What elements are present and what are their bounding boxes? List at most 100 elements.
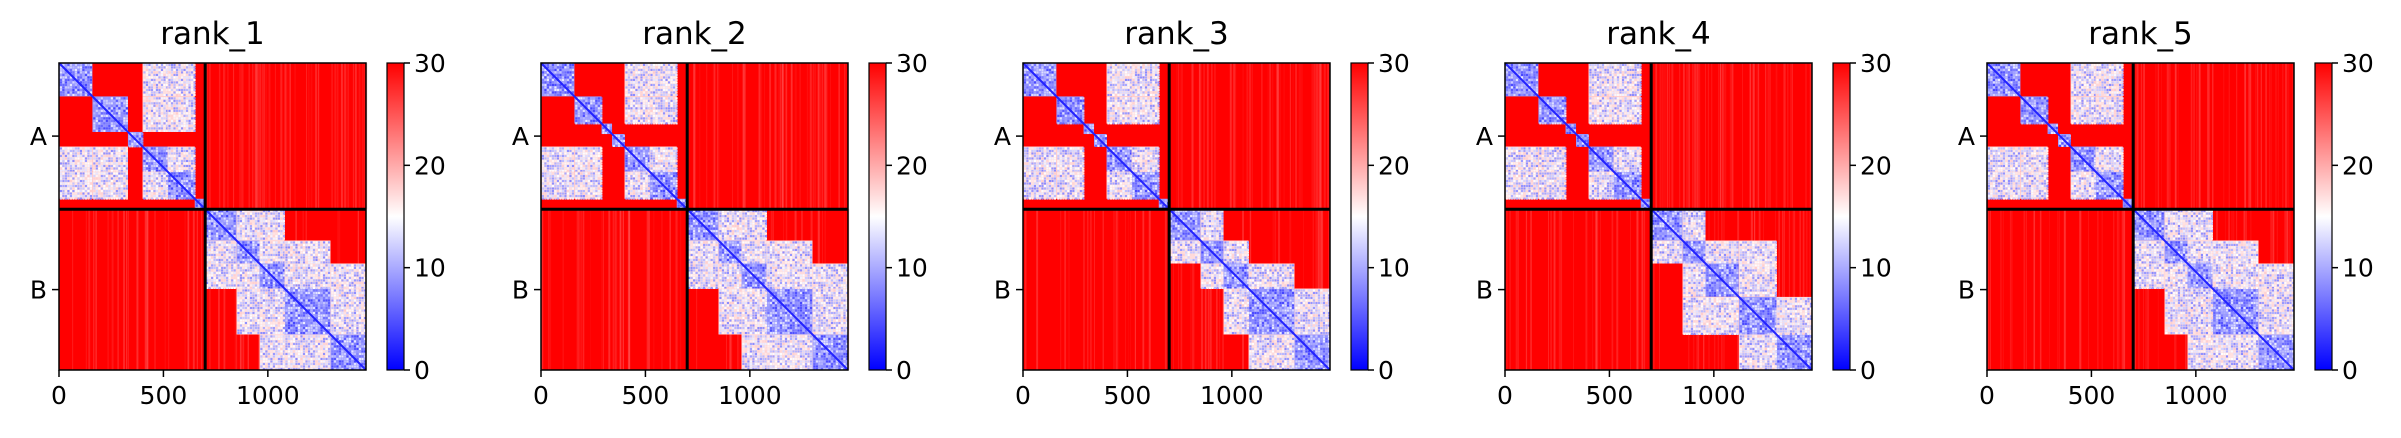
heatmap-cell bbox=[75, 162, 77, 164]
heatmap-cell bbox=[263, 213, 265, 215]
heatmap-cell bbox=[275, 249, 277, 251]
heatmap-cell bbox=[265, 289, 267, 291]
heatmap-cell bbox=[283, 238, 285, 240]
heatmap-cell bbox=[226, 218, 228, 220]
heatmap-cell bbox=[60, 190, 62, 192]
heatmap-cell bbox=[96, 105, 98, 107]
heatmap-cell bbox=[325, 340, 327, 342]
heatmap-cell bbox=[278, 335, 280, 337]
heatmap-cell bbox=[226, 220, 228, 222]
heatmap-cell bbox=[290, 360, 292, 362]
heatmap-texture bbox=[294, 63, 296, 209]
heatmap-cell bbox=[290, 304, 292, 306]
heatmap-cell bbox=[146, 89, 148, 91]
heatmap-cell bbox=[161, 197, 163, 199]
heatmap-cell bbox=[98, 192, 100, 194]
heatmap-cell bbox=[313, 322, 315, 324]
heatmap-cell bbox=[106, 197, 108, 199]
heatmap-cell bbox=[111, 195, 113, 197]
heatmap-cell bbox=[151, 110, 153, 112]
heatmap-cell bbox=[275, 309, 277, 311]
heatmap-cell bbox=[113, 172, 115, 174]
heatmap-cell bbox=[209, 259, 211, 261]
heatmap-cell bbox=[280, 259, 282, 261]
heatmap-cell bbox=[118, 147, 120, 149]
heatmap-cell bbox=[265, 264, 267, 266]
heatmap-cell bbox=[87, 147, 89, 149]
heatmap-cell bbox=[148, 64, 150, 66]
heatmap-cell bbox=[346, 314, 348, 316]
heatmap-cell bbox=[334, 329, 336, 331]
heatmap-cell bbox=[75, 155, 77, 157]
heatmap-cell bbox=[219, 233, 221, 235]
heatmap-cell bbox=[153, 86, 155, 88]
heatmap-cell bbox=[331, 317, 333, 319]
heatmap-cell bbox=[328, 345, 330, 347]
heatmap-cell bbox=[285, 279, 287, 281]
heatmap-cell bbox=[336, 289, 338, 291]
heatmap-cell bbox=[214, 241, 216, 243]
heatmap-cell bbox=[255, 294, 257, 296]
heatmap-cell bbox=[163, 76, 165, 78]
heatmap-cell bbox=[308, 289, 310, 291]
heatmap-cell bbox=[257, 294, 259, 296]
heatmap-cell bbox=[305, 264, 307, 266]
heatmap-cell bbox=[191, 69, 193, 71]
heatmap-cell bbox=[93, 112, 95, 114]
heatmap-cell bbox=[90, 180, 92, 182]
heatmap-cell bbox=[101, 175, 103, 177]
heatmap-cell bbox=[318, 287, 320, 289]
heatmap-cell bbox=[153, 175, 155, 177]
heatmap-cell bbox=[188, 102, 190, 104]
heatmap-cell bbox=[226, 277, 228, 279]
heatmap-cell bbox=[224, 261, 226, 263]
heatmap-cell bbox=[283, 312, 285, 314]
heatmap-cell bbox=[265, 238, 267, 240]
heatmap-cell bbox=[331, 294, 333, 296]
heatmap-cell bbox=[323, 267, 325, 269]
heatmap-cell bbox=[285, 312, 287, 314]
heatmap-cell bbox=[339, 294, 341, 296]
heatmap-cell bbox=[161, 112, 163, 114]
heatmap-cell bbox=[181, 71, 183, 73]
heatmap-cell bbox=[325, 256, 327, 258]
heatmap-cell bbox=[181, 102, 183, 104]
heatmap-cell bbox=[136, 135, 138, 137]
heatmap-cell bbox=[77, 192, 79, 194]
heatmap-cell bbox=[229, 241, 231, 243]
heatmap-cell bbox=[62, 195, 64, 197]
heatmap-cell bbox=[336, 365, 338, 367]
heatmap-cell bbox=[245, 314, 247, 316]
heatmap-cell bbox=[320, 272, 322, 274]
heatmap-cell bbox=[98, 162, 100, 164]
heatmap-cell bbox=[101, 165, 103, 167]
heatmap-cell bbox=[257, 241, 259, 243]
heatmap-cell bbox=[118, 177, 120, 179]
heatmap-cell bbox=[221, 254, 223, 256]
heatmap-cell bbox=[101, 152, 103, 154]
heatmap-cell bbox=[247, 220, 249, 222]
heatmap-cell bbox=[186, 110, 188, 112]
heatmap-cell bbox=[226, 274, 228, 276]
heatmap-cell bbox=[75, 165, 77, 167]
heatmap-cell bbox=[252, 225, 254, 227]
heatmap-cell bbox=[273, 244, 275, 246]
heatmap-cell bbox=[90, 182, 92, 184]
heatmap-cell bbox=[237, 235, 239, 237]
heatmap-cell bbox=[278, 292, 280, 294]
heatmap-cell bbox=[278, 322, 280, 324]
heatmap-cell bbox=[257, 254, 259, 256]
heatmap-cell bbox=[65, 197, 67, 199]
heatmap-cell bbox=[305, 327, 307, 329]
heatmap-cell bbox=[72, 81, 74, 83]
heatmap-cell bbox=[255, 225, 257, 227]
heatmap-cell bbox=[146, 107, 148, 109]
heatmap-cell bbox=[80, 147, 82, 149]
heatmap-cell bbox=[183, 172, 185, 174]
heatmap-cell bbox=[186, 91, 188, 93]
heatmap-cell bbox=[161, 180, 163, 182]
heatmap-cell bbox=[300, 279, 302, 281]
heatmap-cell bbox=[354, 277, 356, 279]
heatmap-cell bbox=[242, 319, 244, 321]
heatmap-cell bbox=[328, 348, 330, 350]
